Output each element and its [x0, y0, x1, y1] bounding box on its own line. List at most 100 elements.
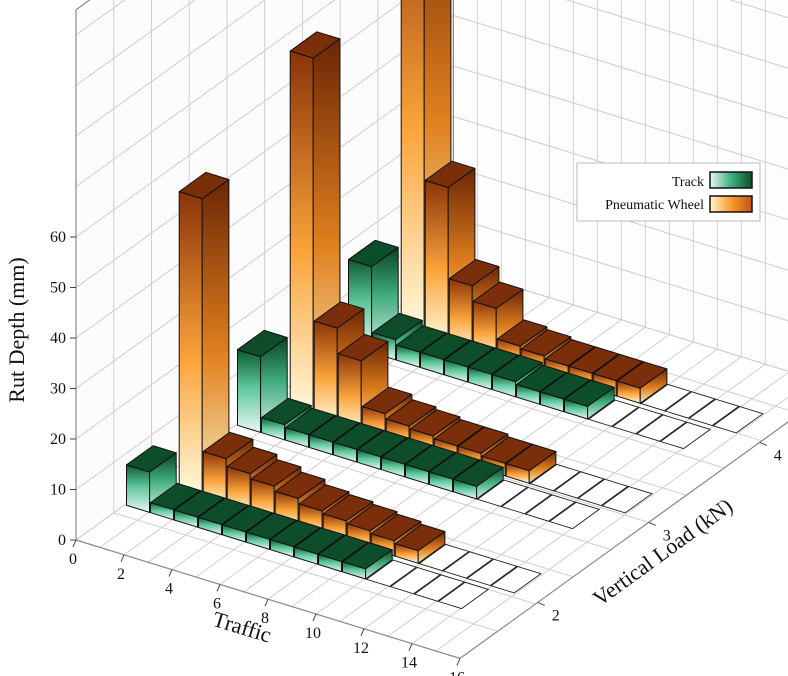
x-tick-mark: [264, 599, 269, 607]
legend-swatch-pneumatic-wheel: [709, 195, 753, 213]
bar-top-face: [261, 397, 312, 426]
bar-top-face: [178, 171, 230, 200]
empty-cell: [476, 479, 529, 507]
bar-top-face: [372, 312, 423, 341]
back-wall-gridline-z: [729, 0, 788, 19]
bar-top-face: [616, 361, 668, 389]
bar-top-face: [568, 346, 620, 374]
bars: [126, 0, 764, 610]
floor-gridline-y: [113, 512, 498, 632]
empty-cell: [712, 406, 764, 434]
z-tick-label: 30: [50, 381, 66, 398]
empty-cell: [418, 543, 470, 572]
bar-top-face: [468, 347, 519, 375]
bar-top-face: [405, 444, 456, 473]
empty-cell: [548, 501, 601, 530]
z-axis-title: Rut Depth (mm): [4, 257, 29, 402]
z-tick-label: 20: [50, 431, 66, 448]
bar-top-face: [444, 340, 495, 368]
bar-top-face: [520, 329, 572, 357]
empty-cell: [659, 421, 712, 450]
x-tick-mark: [312, 613, 317, 622]
empty-cell: [466, 558, 518, 586]
bar-top-face: [448, 259, 500, 287]
legend-swatch-track: [709, 171, 753, 189]
empty-cell: [413, 574, 466, 602]
empty-cell: [688, 398, 740, 426]
y-tick-mark: [648, 521, 656, 526]
bar-top-face: [150, 482, 201, 511]
bar-top-face: [492, 354, 543, 383]
bar-pneumatic-wheel: [394, 523, 446, 564]
z-tick-label: 0: [58, 532, 66, 549]
bar-top-face: [318, 534, 369, 562]
bar-top-face: [370, 513, 422, 542]
bar-pneumatic-wheel: [616, 361, 668, 404]
axis-ticks: 0 10 20 30 40 50 60 0 2 4 6 8 10 12 14 16 2 3 4: [50, 229, 782, 676]
empty-cell: [524, 494, 577, 522]
empty-cell: [529, 463, 581, 492]
bar-top-face: [285, 407, 336, 436]
bar-top-face: [394, 523, 446, 552]
empty-cell: [635, 414, 688, 442]
bar-top-face: [540, 372, 591, 400]
bar-top-face: [322, 494, 374, 522]
bar-top-face: [346, 504, 398, 532]
z-tick-label: 50: [50, 280, 66, 297]
x-tick-label: 2: [117, 566, 125, 583]
x-tick-label: 0: [69, 551, 77, 568]
empty-cell: [587, 399, 640, 427]
bar-top-face: [592, 353, 644, 382]
floor-gridline-y: [226, 430, 612, 551]
empty-cell: [500, 487, 553, 515]
empty-cell: [437, 581, 490, 610]
z-tick-label: 40: [50, 330, 66, 347]
bar-track: [564, 379, 615, 420]
bar-top-face: [409, 409, 461, 437]
x-tick-mark: [408, 643, 413, 651]
bar-top-face: [385, 399, 437, 427]
empty-cell: [553, 471, 605, 499]
legend-label-pneumatic-wheel: Pneumatic Wheel: [605, 198, 704, 213]
bar-pneumatic-wheel: [505, 443, 557, 484]
bar-top-face: [222, 505, 273, 533]
bar-top-face: [544, 339, 596, 367]
empty-cell: [611, 407, 664, 435]
empty-cell: [365, 559, 418, 587]
x-tick-label: 8: [261, 610, 269, 627]
bar-top-face: [348, 239, 399, 268]
empty-cell: [664, 391, 716, 419]
bar-top-face: [433, 419, 485, 447]
y-tick-label: 2: [552, 607, 560, 624]
bar-top-face: [237, 329, 288, 358]
bar-top-face: [333, 422, 384, 450]
bar-top-face: [357, 430, 408, 458]
bar-front-face: [178, 191, 203, 498]
x-tick-label: 10: [305, 625, 321, 642]
bar-front-face: [289, 50, 314, 418]
bar-top-face: [226, 446, 278, 475]
x-tick-label: 4: [165, 581, 173, 598]
bar-front-face: [400, 0, 425, 338]
bar-top-face: [246, 512, 297, 540]
y-tick-mark: [759, 441, 767, 446]
bar-top-face: [481, 436, 533, 464]
bar-front-face: [424, 179, 449, 345]
bar-top-face: [424, 160, 476, 188]
bar-top-face: [294, 527, 345, 555]
y-tick-label: 3: [663, 527, 671, 544]
bar-top-face: [516, 364, 567, 393]
bar-top-face: [270, 519, 321, 548]
y-tick-mark: [537, 601, 545, 606]
bar-top-face: [453, 459, 504, 487]
bar-front-face: [313, 320, 338, 425]
bar-top-face: [289, 31, 341, 59]
bar-top-face: [198, 497, 249, 525]
bar-top-face: [298, 484, 350, 512]
bar-top-face: [313, 301, 365, 329]
x-tick-label: 6: [213, 595, 221, 612]
x-tick-mark: [216, 584, 221, 592]
bar-top-face: [202, 431, 254, 460]
z-tick-label: 60: [50, 229, 66, 246]
